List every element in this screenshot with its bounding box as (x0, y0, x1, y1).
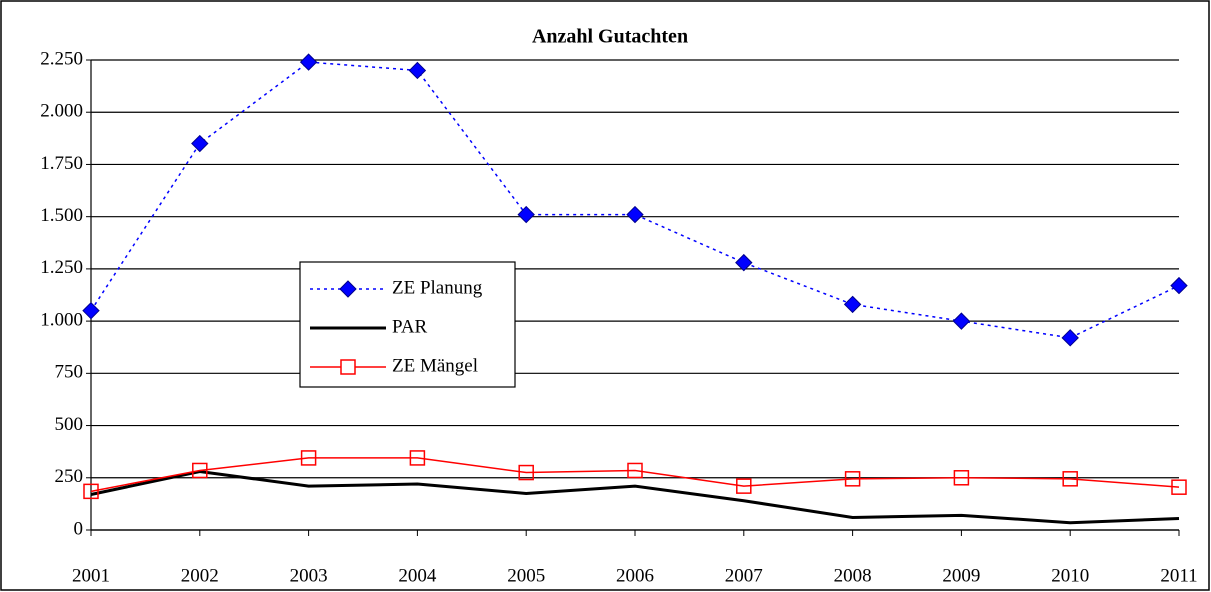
marker (192, 462, 208, 479)
marker (627, 462, 643, 479)
marker (300, 450, 317, 466)
x-tick-label: 2010 (1051, 565, 1089, 586)
series-line (90, 457, 1180, 493)
marker (1170, 276, 1188, 295)
y-tick-label: 1.750 (40, 153, 83, 174)
legend: ZE Planung PAR ZE Mängel (299, 261, 516, 388)
y-tick-label: 2.000 (40, 101, 83, 122)
marker (736, 478, 752, 494)
x-tick-label: 2004 (398, 565, 437, 586)
y-tick-label: 250 (55, 466, 84, 487)
marker (1061, 329, 1079, 347)
x-tick-label: 2006 (616, 565, 654, 586)
x-tick-label: 2002 (181, 565, 219, 586)
marker (191, 134, 209, 153)
chart-title: Anzahl Gutachten (532, 26, 688, 48)
y-tick-label: 1.250 (40, 257, 83, 278)
legend-marker (339, 280, 357, 298)
marker (408, 61, 427, 80)
marker (518, 464, 534, 481)
legend-box (299, 261, 516, 388)
marker (626, 205, 644, 224)
marker (844, 471, 861, 487)
marker (299, 53, 318, 71)
y-tick-label: 2.250 (40, 48, 83, 69)
x-tick-label: 2001 (72, 565, 110, 586)
marker (517, 205, 535, 224)
x-tick-label: 2011 (1160, 565, 1197, 586)
y-tick-label: 0 (74, 518, 84, 539)
series-line (90, 469, 1180, 525)
x-tick-label: 2003 (290, 565, 328, 586)
marker (1171, 479, 1187, 495)
x-tick-label: 2005 (507, 565, 545, 586)
marker (952, 312, 971, 330)
x-tick-label: 2007 (725, 565, 763, 586)
marker (953, 470, 970, 486)
y-tick-label: 1.500 (40, 205, 83, 226)
marker (735, 253, 753, 272)
legend-label: ZE Mängel (392, 355, 478, 376)
y-tick-label: 500 (55, 414, 84, 435)
marker (82, 301, 100, 320)
legend-marker (340, 359, 356, 375)
y-tick-label: 750 (55, 362, 84, 383)
legend-label: ZE Planung (392, 277, 483, 298)
legend-label: PAR (392, 316, 428, 337)
marker (409, 450, 426, 466)
marker (1062, 471, 1078, 487)
y-tick-label: 1.000 (40, 309, 83, 330)
marker (83, 483, 99, 500)
marker (843, 295, 862, 314)
x-tick-label: 2008 (834, 565, 872, 586)
x-tick-label: 2009 (942, 565, 980, 586)
